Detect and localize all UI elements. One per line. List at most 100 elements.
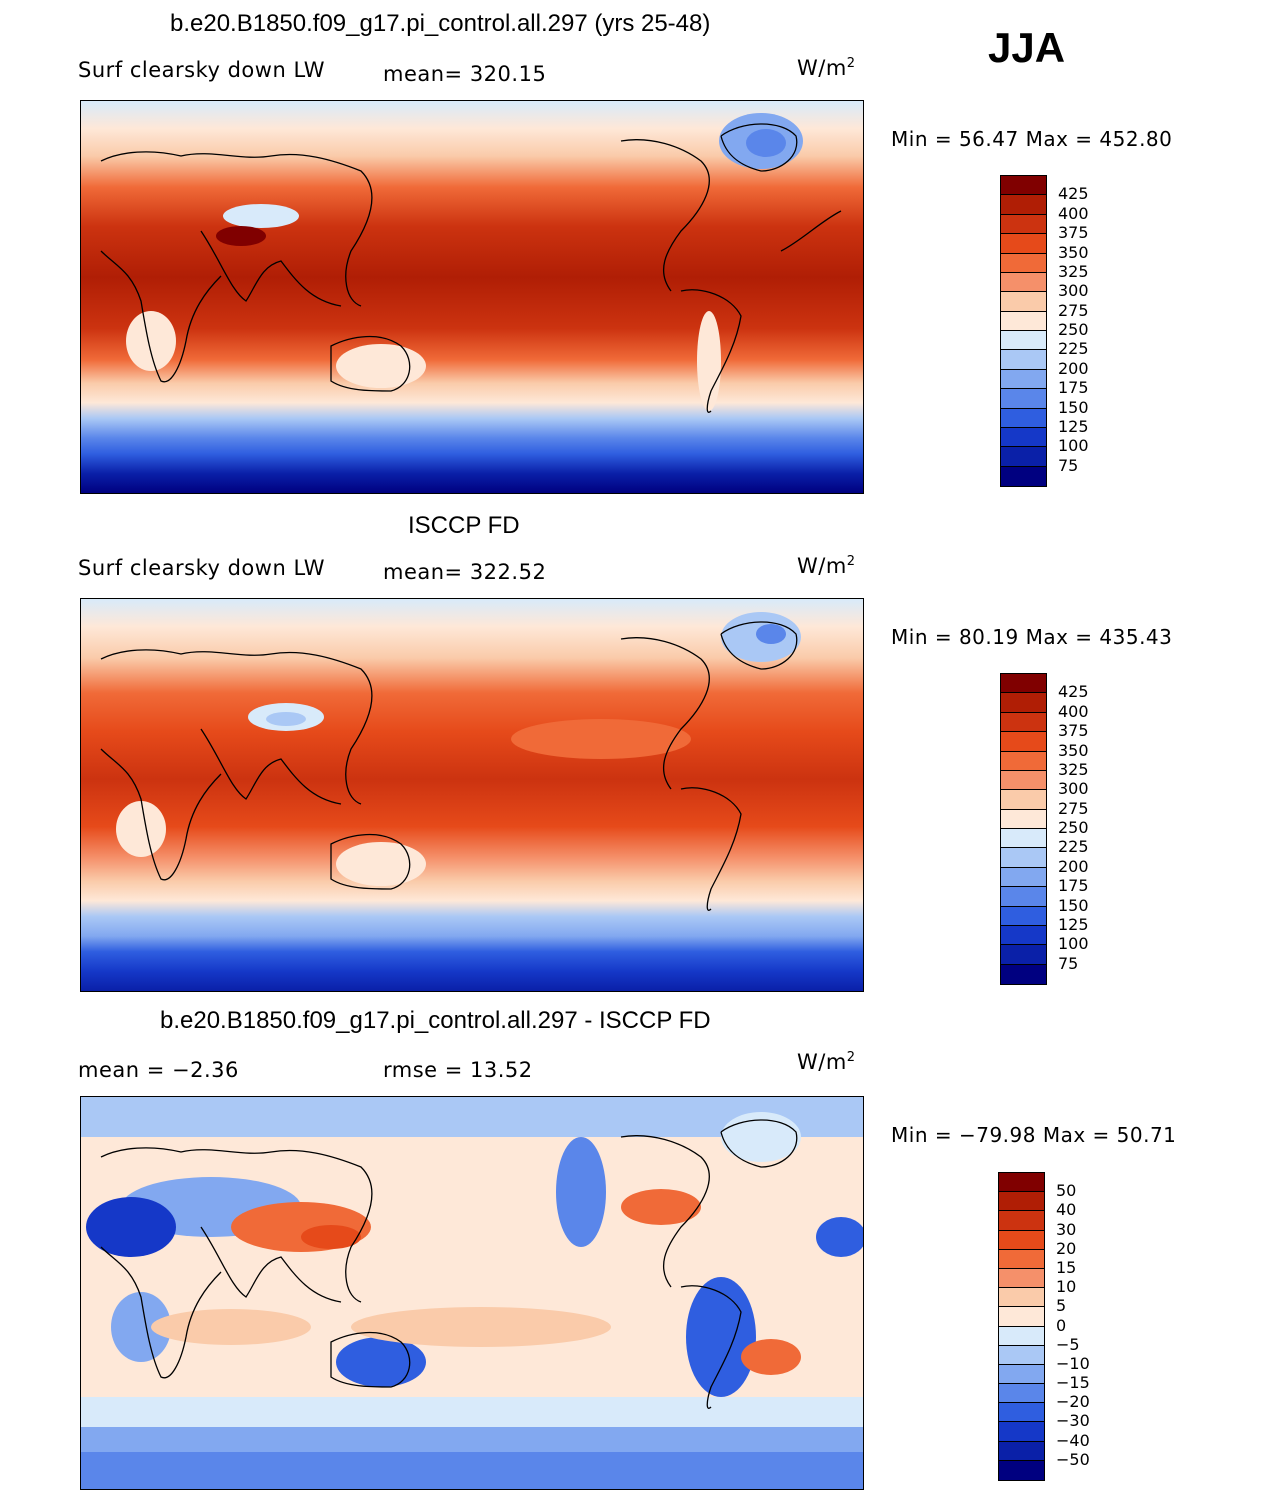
colorbar-tick-label: 400 — [1058, 203, 1089, 223]
panel-1-colorbar-bin — [1001, 311, 1046, 331]
panel-3-mean-label: mean = −2.36 — [78, 1058, 239, 1082]
panel-1-colorbar-bin — [1001, 195, 1046, 215]
panel-3-map-field — [81, 1097, 863, 1489]
panel-1-colorbar-bin — [1001, 214, 1046, 235]
panel-3-colorbar-bin — [999, 1326, 1044, 1346]
panel-2-minmax: Min = 80.19 Max = 435.43 — [891, 625, 1173, 649]
panel-2-colorbar-bin — [1001, 770, 1046, 791]
panel-2-colorbar-bin — [1001, 829, 1046, 849]
colorbar-tick-label: 200 — [1058, 856, 1089, 876]
panel-3-colorbar-bin — [999, 1345, 1044, 1365]
colorbar-tick-label: −5 — [1056, 1334, 1080, 1354]
colorbar-tick-label: 125 — [1058, 416, 1089, 436]
panel-2-colorbar-bin — [1001, 887, 1046, 907]
colorbar-tick-label: −15 — [1056, 1373, 1090, 1393]
colorbar-tick-label: 250 — [1058, 818, 1089, 837]
colorbar-tick-label: 20 — [1056, 1238, 1077, 1258]
panel-3-map — [80, 1096, 864, 1490]
panel-2-colorbar-bin — [1001, 809, 1046, 829]
panel-1-variable-label: Surf clearsky down LW — [78, 58, 325, 82]
panel-1-colorbar-bin — [1001, 427, 1046, 448]
panel-1-title: b.e20.B1850.f09_g17.pi_control.all.297 (… — [170, 10, 711, 37]
panel-2-colorbar-bin — [1001, 751, 1046, 771]
panel-3-minmax: Min = −79.98 Max = 50.71 — [891, 1123, 1177, 1147]
panel-3-colorbar-bin — [999, 1460, 1044, 1480]
panel-1-colorbar-bin — [1001, 350, 1046, 370]
colorbar-tick-label: 250 — [1058, 320, 1089, 339]
season-label: JJA — [988, 24, 1066, 71]
panel-3-units: W/m2 — [797, 1050, 856, 1074]
colorbar-tick-label: 10 — [1056, 1277, 1077, 1297]
panel-3-colorbar-bin — [999, 1249, 1044, 1269]
colorbar-tick-label: 400 — [1058, 701, 1089, 721]
colorbar-tick-label: 300 — [1058, 779, 1089, 799]
colorbar-tick-label: −50 — [1056, 1449, 1090, 1469]
panel-1-map — [80, 100, 864, 494]
colorbar-tick-label: −10 — [1056, 1353, 1090, 1373]
colorbar-tick-label: 100 — [1058, 436, 1089, 456]
colorbar-tick-label: 425 — [1058, 682, 1089, 702]
colorbar-tick-label: 175 — [1058, 876, 1089, 896]
panel-1-colorbar-bin — [1001, 466, 1046, 486]
colorbar-tick-label: 5 — [1056, 1296, 1067, 1316]
colorbar-tick-label: 225 — [1058, 837, 1089, 857]
panel-1-colorbar-bin — [1001, 389, 1046, 409]
colorbar-tick-label: 40 — [1056, 1200, 1077, 1220]
colorbar-tick-label: 350 — [1058, 242, 1089, 262]
panel-3-colorbar-bin — [999, 1364, 1044, 1385]
colorbar-tick-label: 150 — [1058, 397, 1089, 417]
colorbar-tick-label: 200 — [1058, 358, 1089, 378]
colorbar-tick-label: 175 — [1058, 378, 1089, 398]
panel-1-colorbar-bin — [1001, 176, 1046, 196]
colorbar-tick-label: 0 — [1056, 1315, 1067, 1335]
panel-1-minmax: Min = 56.47 Max = 452.80 — [891, 127, 1173, 151]
panel-2-colorbar-bin — [1001, 964, 1046, 984]
colorbar-tick-label: −30 — [1056, 1411, 1090, 1431]
panel-3-title: b.e20.B1850.f09_g17.pi_control.all.297 -… — [160, 1007, 711, 1034]
colorbar-tick-label: −40 — [1056, 1430, 1090, 1450]
panel-3-colorbar-bin — [999, 1192, 1044, 1212]
colorbar-tick-label: 30 — [1056, 1219, 1077, 1239]
panel-2-map — [80, 598, 864, 992]
panel-3-colorbar-bin — [999, 1173, 1044, 1193]
panel-1-map-field — [81, 101, 863, 493]
colorbar-tick-label: 375 — [1058, 721, 1089, 741]
panel-1-colorbar-bin — [1001, 234, 1046, 254]
colorbar-tick-label: 275 — [1058, 798, 1089, 818]
panel-1-colorbar-bin — [1001, 369, 1046, 390]
panel-1-colorbar-bin — [1001, 292, 1046, 312]
panel-2-colorbar-bin — [1001, 867, 1046, 888]
panel-3-colorbar-bin — [999, 1384, 1044, 1404]
panel-3-colorbar-bin — [999, 1307, 1044, 1327]
panel-3-colorbar-bin — [999, 1403, 1044, 1423]
panel-2-colorbar-bin — [1001, 790, 1046, 810]
panel-2-units: W/m2 — [797, 554, 856, 578]
panel-1-units: W/m2 — [797, 56, 856, 80]
colorbar-tick-label: 225 — [1058, 339, 1089, 359]
panel-1-colorbar-bin — [1001, 253, 1046, 273]
colorbar-tick-label: 75 — [1058, 455, 1079, 475]
panel-1-colorbar-bin — [1001, 408, 1046, 428]
colorbar-tick-label: 350 — [1058, 740, 1089, 760]
panel-2-colorbar-bin — [1001, 848, 1046, 868]
panel-1-colorbar — [1000, 175, 1047, 487]
colorbar-tick-label: 375 — [1058, 223, 1089, 243]
colorbar-tick-label: 15 — [1056, 1257, 1077, 1277]
colorbar-tick-label: 50 — [1056, 1181, 1077, 1201]
panel-3-colorbar-bin — [999, 1422, 1044, 1442]
colorbar-tick-label: 425 — [1058, 184, 1089, 204]
colorbar-tick-label: −20 — [1056, 1392, 1090, 1412]
panel-1-colorbar-bin — [1001, 272, 1046, 293]
panel-2-map-field — [81, 599, 863, 991]
colorbar-tick-label: 125 — [1058, 914, 1089, 934]
panel-2-colorbar-bin — [1001, 732, 1046, 752]
panel-2-colorbar-bin — [1001, 906, 1046, 926]
panel-3-colorbar-bin — [999, 1268, 1044, 1289]
panel-2-colorbar-bin — [1001, 693, 1046, 713]
colorbar-tick-label: 75 — [1058, 953, 1079, 973]
panel-2-colorbar-bin — [1001, 712, 1046, 733]
colorbar-tick-label: 150 — [1058, 895, 1089, 915]
panel-2-colorbar-bin — [1001, 925, 1046, 946]
colorbar-tick-label: 100 — [1058, 934, 1089, 954]
panel-1-colorbar-bin — [1001, 331, 1046, 351]
